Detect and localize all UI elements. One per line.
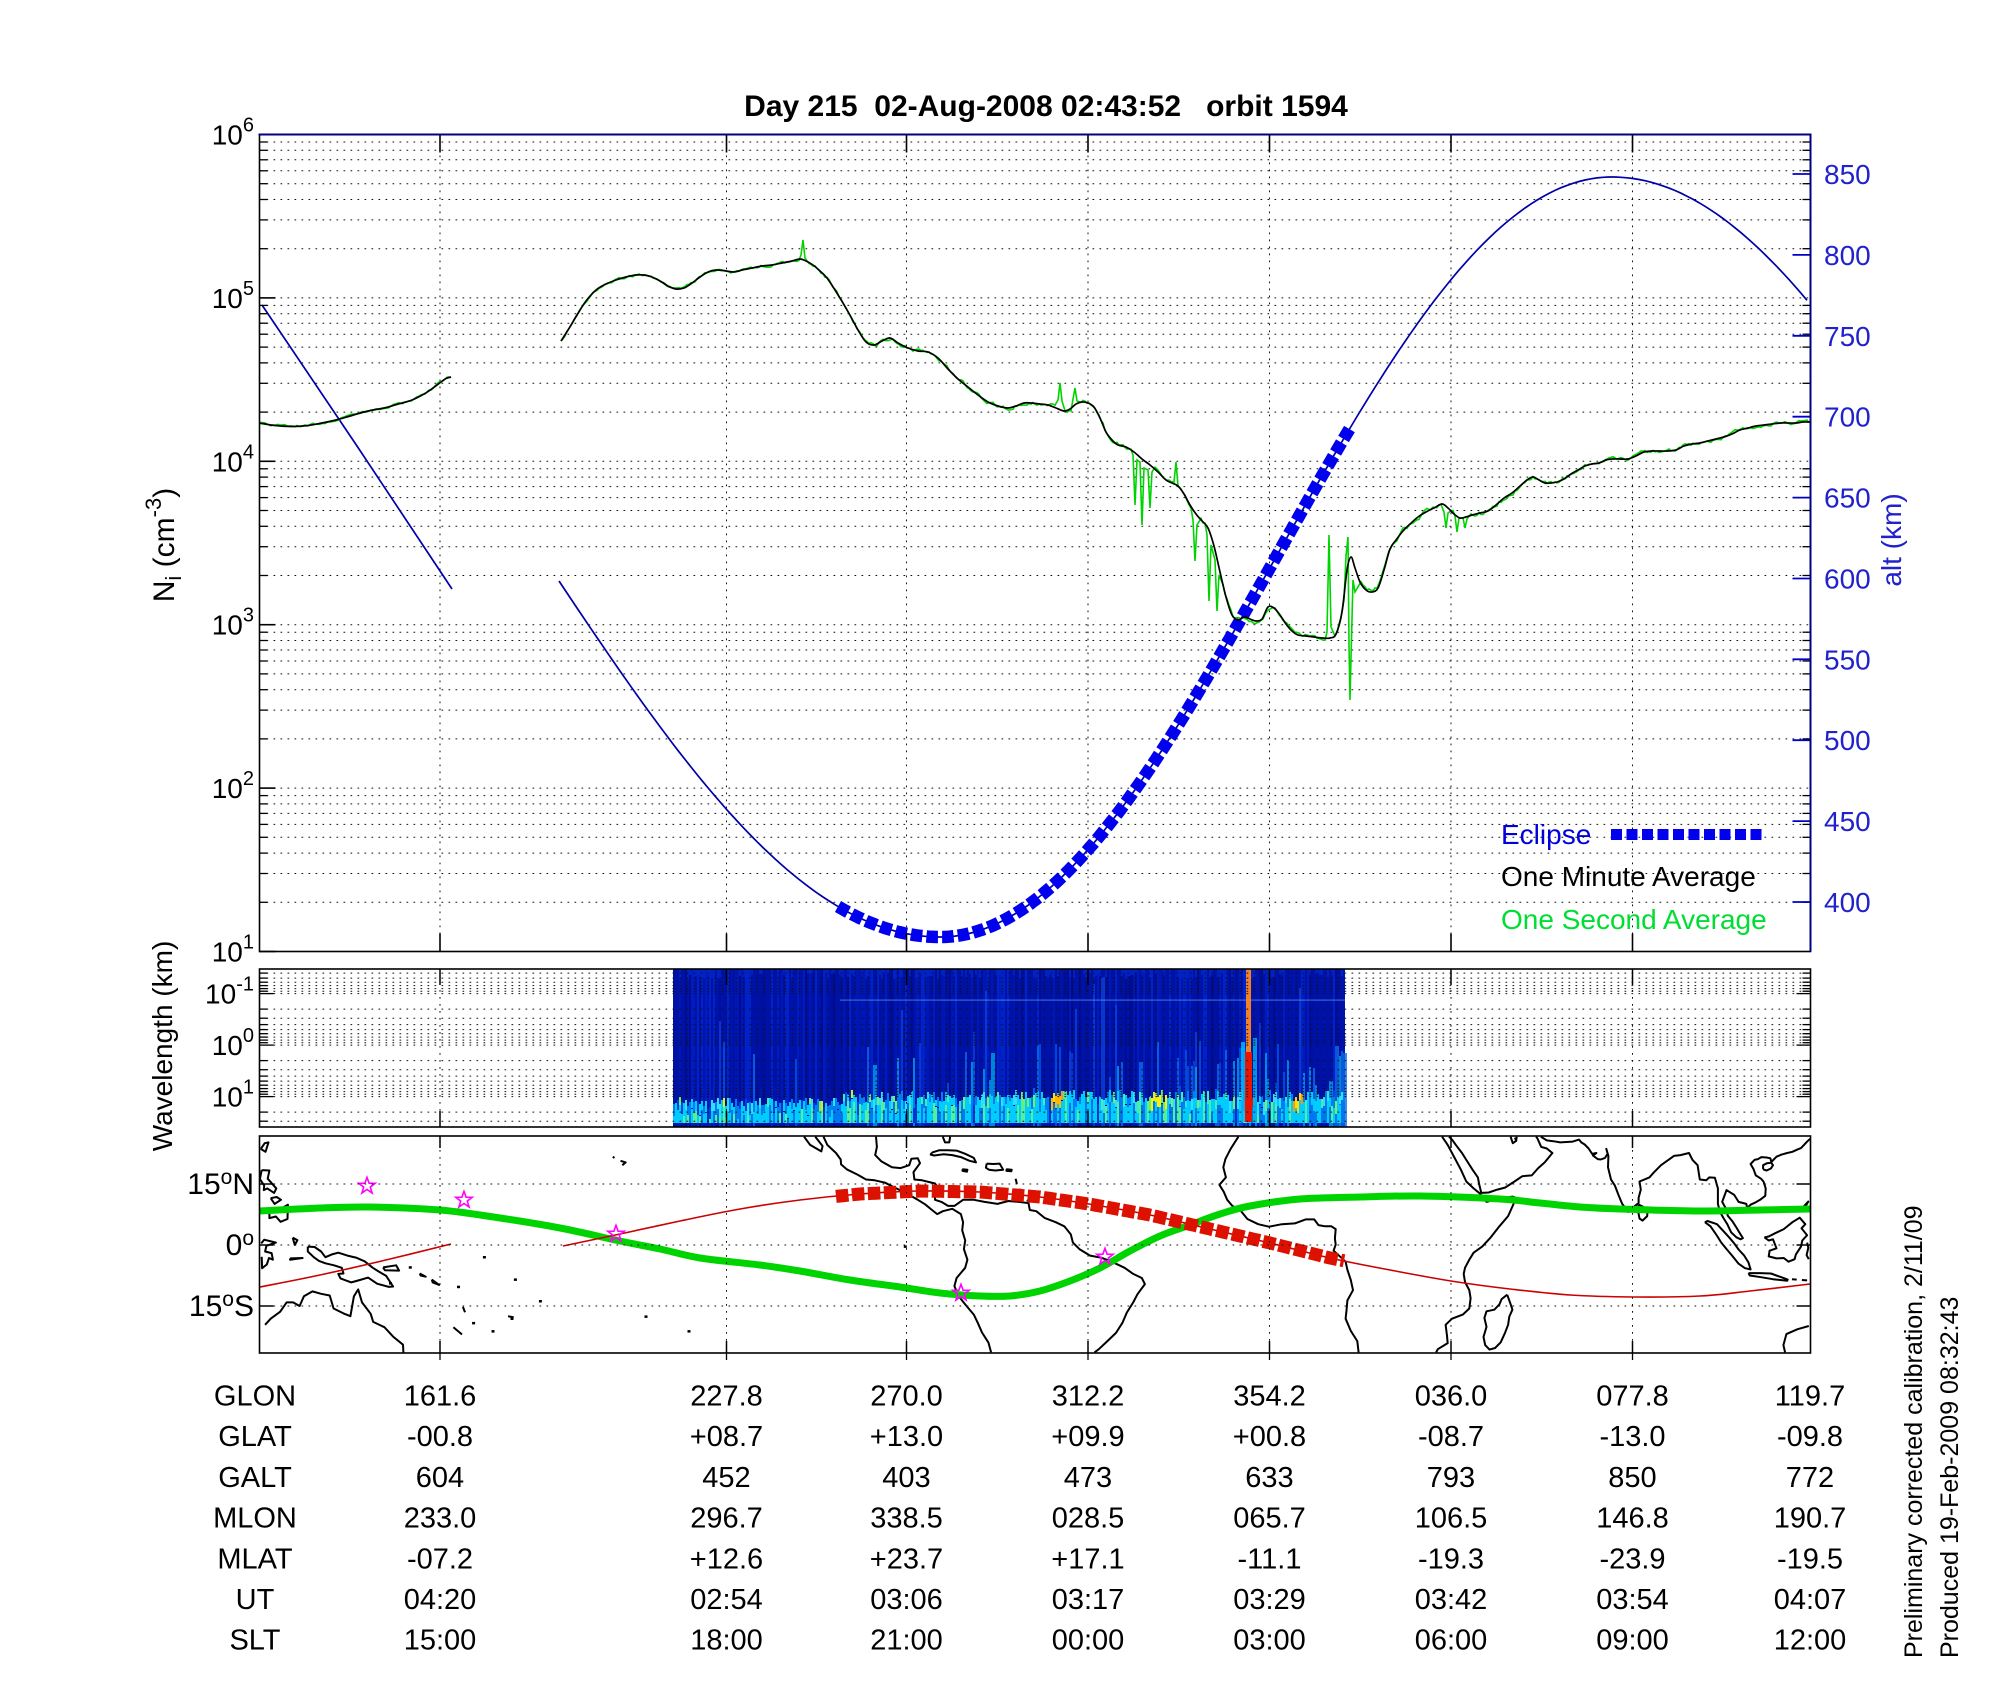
svg-text:146.8: 146.8 — [1596, 1503, 1669, 1535]
svg-text:+08.7: +08.7 — [690, 1421, 763, 1453]
svg-text:772: 772 — [1786, 1462, 1834, 1494]
svg-text:-00.8: -00.8 — [407, 1421, 473, 1453]
svg-text:21:00: 21:00 — [870, 1625, 943, 1657]
svg-text:+00.8: +00.8 — [1233, 1421, 1306, 1453]
svg-text:15:00: 15:00 — [404, 1625, 477, 1657]
svg-text:101: 101 — [212, 1077, 254, 1113]
svg-text:452: 452 — [702, 1462, 750, 1494]
svg-text:403: 403 — [882, 1462, 930, 1494]
svg-text:119.7: 119.7 — [1775, 1381, 1845, 1413]
svg-text:312.2: 312.2 — [1052, 1381, 1125, 1413]
svg-text:104: 104 — [212, 441, 254, 477]
svg-text:SLT: SLT — [229, 1625, 280, 1657]
svg-text:GLAT: GLAT — [218, 1421, 292, 1453]
svg-text:One Minute Average: One Minute Average — [1501, 861, 1756, 892]
svg-text:10-1: 10-1 — [205, 974, 254, 1010]
svg-text:+12.6: +12.6 — [690, 1543, 763, 1575]
svg-text:15oN: 15oN — [187, 1166, 254, 1201]
svg-text:Produced 19-Feb-2009 08:32:43: Produced 19-Feb-2009 08:32:43 — [1936, 1297, 1964, 1658]
svg-text:alt (km): alt (km) — [1876, 493, 1907, 586]
svg-text:227.8: 227.8 — [690, 1381, 763, 1413]
svg-text:-07.2: -07.2 — [407, 1543, 473, 1575]
svg-text:800: 800 — [1824, 240, 1871, 271]
svg-text:MLAT: MLAT — [217, 1543, 292, 1575]
svg-text:04:07: 04:07 — [1774, 1584, 1847, 1616]
svg-text:700: 700 — [1824, 402, 1871, 433]
svg-text:161.6: 161.6 — [404, 1381, 477, 1413]
svg-text:03:42: 03:42 — [1415, 1584, 1488, 1616]
svg-text:100: 100 — [212, 1025, 254, 1061]
svg-text:One Second Average: One Second Average — [1501, 904, 1767, 935]
svg-text:354.2: 354.2 — [1233, 1381, 1306, 1413]
svg-text:270.0: 270.0 — [870, 1381, 943, 1413]
svg-text:473: 473 — [1064, 1462, 1112, 1494]
svg-text:106.5: 106.5 — [1415, 1503, 1488, 1535]
svg-text:400: 400 — [1824, 887, 1871, 918]
svg-text:04:20: 04:20 — [404, 1584, 477, 1616]
svg-text:-13.0: -13.0 — [1599, 1421, 1665, 1453]
svg-text:550: 550 — [1824, 644, 1871, 675]
svg-text:03:00: 03:00 — [1233, 1625, 1306, 1657]
svg-text:+17.1: +17.1 — [1051, 1543, 1124, 1575]
svg-text:03:54: 03:54 — [1596, 1584, 1669, 1616]
svg-text:-11.1: -11.1 — [1238, 1543, 1302, 1575]
svg-text:00:00: 00:00 — [1052, 1625, 1125, 1657]
svg-text:-09.8: -09.8 — [1777, 1421, 1843, 1453]
svg-text:03:17: 03:17 — [1052, 1584, 1125, 1616]
svg-text:103: 103 — [212, 605, 254, 641]
svg-text:15oS: 15oS — [189, 1288, 254, 1323]
svg-text:12:00: 12:00 — [1774, 1625, 1847, 1657]
svg-text:296.7: 296.7 — [690, 1503, 763, 1535]
svg-text:338.5: 338.5 — [870, 1503, 943, 1535]
svg-text:190.7: 190.7 — [1774, 1503, 1847, 1535]
svg-text:18:00: 18:00 — [690, 1625, 763, 1657]
svg-text:036.0: 036.0 — [1415, 1381, 1488, 1413]
svg-text:+13.0: +13.0 — [870, 1421, 943, 1453]
svg-text:850: 850 — [1824, 159, 1871, 190]
svg-text:Wavelength (km): Wavelength (km) — [147, 941, 178, 1152]
svg-text:600: 600 — [1824, 564, 1871, 595]
svg-text:Day 215 02-Aug-2008 02:43:52: Day 215 02-Aug-2008 02:43:52 orbit 1594 — [744, 90, 1348, 123]
svg-text:065.7: 065.7 — [1233, 1503, 1306, 1535]
svg-text:+09.9: +09.9 — [1051, 1421, 1124, 1453]
svg-text:+23.7: +23.7 — [870, 1543, 943, 1575]
svg-text:09:00: 09:00 — [1596, 1625, 1669, 1657]
svg-text:633: 633 — [1245, 1462, 1293, 1494]
svg-text:077.8: 077.8 — [1596, 1381, 1669, 1413]
svg-text:450: 450 — [1824, 806, 1871, 837]
svg-text:028.5: 028.5 — [1052, 1503, 1125, 1535]
svg-text:105: 105 — [212, 278, 254, 314]
svg-text:-19.5: -19.5 — [1777, 1543, 1843, 1575]
svg-text:750: 750 — [1824, 321, 1871, 352]
svg-text:GALT: GALT — [218, 1462, 292, 1494]
svg-text:233.0: 233.0 — [404, 1503, 477, 1535]
svg-text:MLON: MLON — [213, 1503, 297, 1535]
svg-text:02:54: 02:54 — [690, 1584, 763, 1616]
svg-text:-08.7: -08.7 — [1418, 1421, 1484, 1453]
svg-text:Preliminary corrected calibrat: Preliminary corrected calibration, 2/11/… — [1900, 1205, 1928, 1658]
svg-text:03:06: 03:06 — [870, 1584, 943, 1616]
svg-text:Eclipse: Eclipse — [1501, 819, 1591, 850]
svg-text:850: 850 — [1608, 1462, 1656, 1494]
svg-text:GLON: GLON — [214, 1381, 296, 1413]
svg-text:604: 604 — [416, 1462, 464, 1494]
svg-text:-19.3: -19.3 — [1418, 1543, 1484, 1575]
svg-text:650: 650 — [1824, 483, 1871, 514]
svg-text:793: 793 — [1427, 1462, 1475, 1494]
svg-text:UT: UT — [236, 1584, 275, 1616]
svg-text:102: 102 — [212, 768, 254, 804]
svg-text:Ni (cm-3): Ni (cm-3) — [141, 488, 186, 602]
svg-text:03:29: 03:29 — [1233, 1584, 1306, 1616]
svg-text:500: 500 — [1824, 725, 1871, 756]
svg-text:106: 106 — [212, 115, 254, 151]
svg-text:101: 101 — [212, 932, 254, 968]
svg-text:06:00: 06:00 — [1415, 1625, 1488, 1657]
svg-text:-23.9: -23.9 — [1599, 1543, 1665, 1575]
